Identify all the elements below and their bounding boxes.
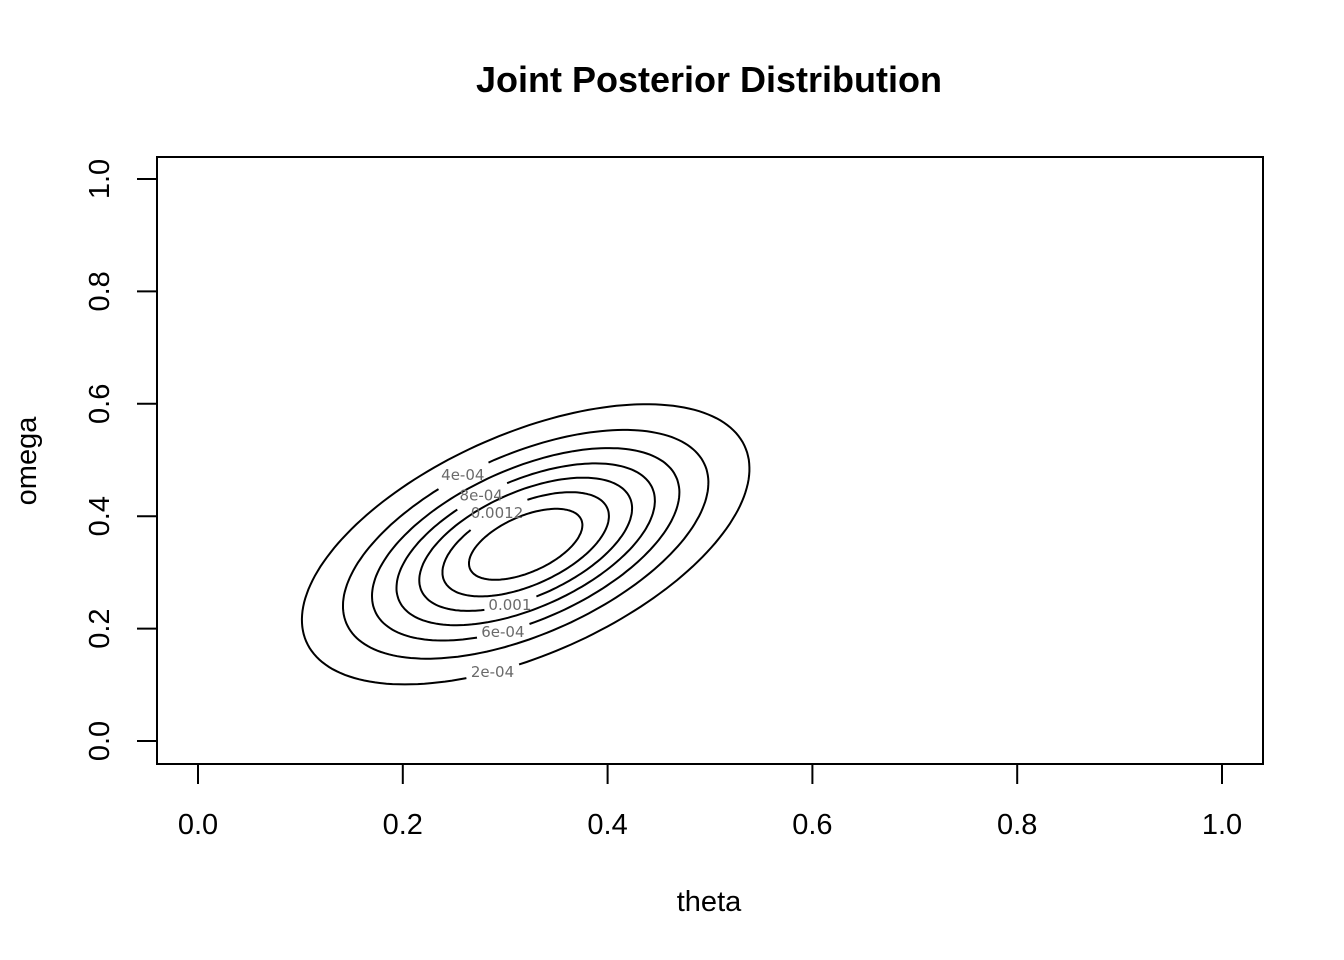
y-tick-label: 0.4	[84, 496, 116, 536]
chart-title: Joint Posterior Distribution	[476, 59, 942, 100]
contour-line	[441, 491, 610, 598]
contour-line	[418, 476, 634, 612]
x-tick-label: 1.0	[1202, 809, 1242, 841]
contour-label: 0.001	[488, 596, 531, 614]
contour-line	[370, 447, 681, 642]
y-axis: 0.0 0.2 0.4 0.6 0.8 1.0	[84, 159, 158, 761]
x-axis-label: theta	[677, 886, 742, 918]
x-tick-label: 0.2	[383, 809, 423, 841]
plot-frame	[156, 156, 1264, 765]
x-tick-label: 0.6	[792, 809, 832, 841]
contour-lines	[300, 403, 751, 686]
contour-label: 4e-04	[441, 466, 484, 484]
x-tick-label: 0.8	[997, 809, 1037, 841]
y-tick-label: 0.0	[84, 721, 116, 761]
contour-labels: 2e-04 4e-04 6e-04 8e-04 0.001 0.0012	[441, 466, 531, 681]
contour-label: 0.0012	[471, 504, 524, 522]
y-tick-label: 0.8	[84, 271, 116, 311]
y-tick-label: 0.2	[84, 608, 116, 648]
contour-line	[342, 428, 710, 660]
x-axis: 0.0 0.2 0.4 0.6 0.8 1.0	[178, 763, 1242, 841]
contour-line	[300, 403, 751, 686]
y-axis-label: omega	[11, 416, 43, 506]
contour-label: 8e-04	[460, 486, 503, 504]
x-tick-label: 0.0	[178, 809, 218, 841]
y-tick-label: 1.0	[84, 159, 116, 199]
contour-label: 2e-04	[471, 663, 514, 681]
x-tick-label: 0.4	[587, 809, 627, 841]
y-tick-label: 0.6	[84, 384, 116, 424]
contour-line	[395, 462, 656, 627]
contour-label: 6e-04	[481, 623, 524, 641]
contour-line	[468, 507, 584, 581]
